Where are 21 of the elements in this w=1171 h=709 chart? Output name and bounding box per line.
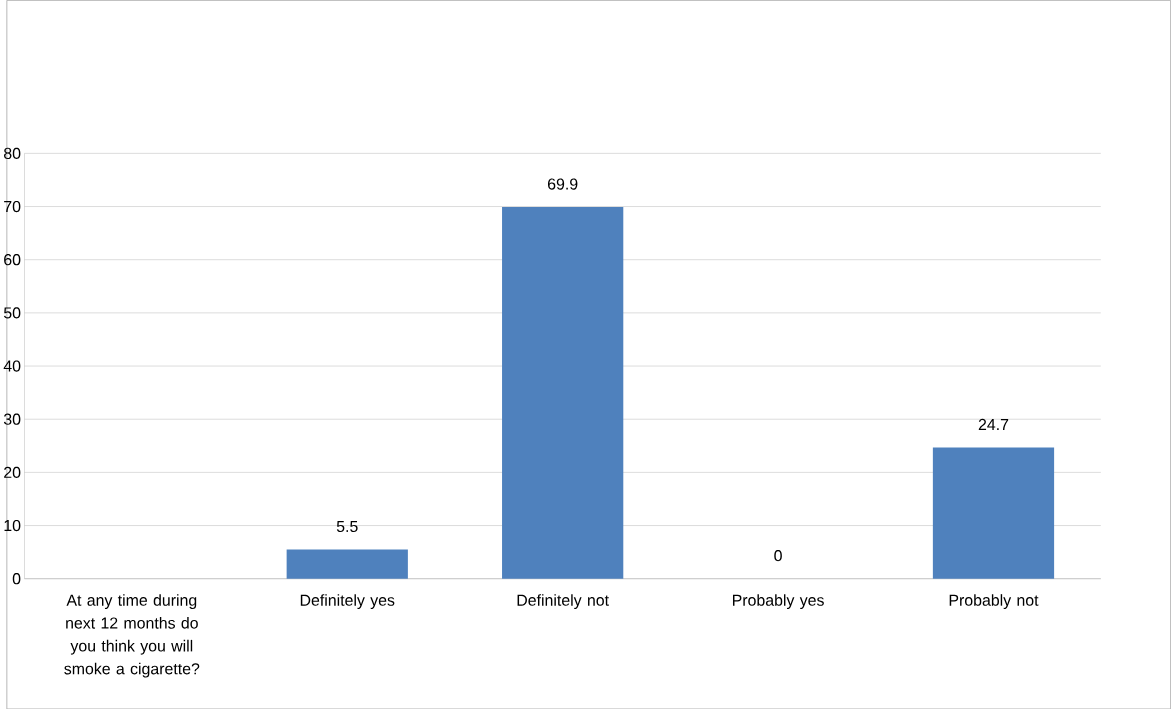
data-label: 24.7 xyxy=(978,418,1009,430)
x-tick-label: Probably not xyxy=(949,593,1039,609)
bar xyxy=(502,206,624,579)
x-tick-label: Definitely yes xyxy=(300,593,395,609)
bar xyxy=(286,549,408,579)
y-tick-label: 10 xyxy=(4,519,21,531)
y-tick-label: 20 xyxy=(4,466,21,478)
y-tick-label: 70 xyxy=(4,200,21,212)
y-tick-label: 80 xyxy=(4,147,21,159)
y-tick-label: 50 xyxy=(3,307,21,319)
x-tick-label: At any time during next 12 months do you think you will smoke a cigarette? xyxy=(64,593,200,678)
x-tick-label: Probably yes xyxy=(732,593,824,609)
data-label: 5.5 xyxy=(336,520,358,532)
data-label: 0 xyxy=(774,549,782,562)
data-label: 69.9 xyxy=(548,178,578,190)
y-tick-label: 60 xyxy=(4,253,21,266)
y-tick-label: 0 xyxy=(12,572,21,585)
y-tick-label: 30 xyxy=(3,413,21,425)
bar xyxy=(932,447,1055,579)
x-tick-label: Definitely not xyxy=(517,593,609,609)
y-tick-label: 40 xyxy=(3,360,21,372)
